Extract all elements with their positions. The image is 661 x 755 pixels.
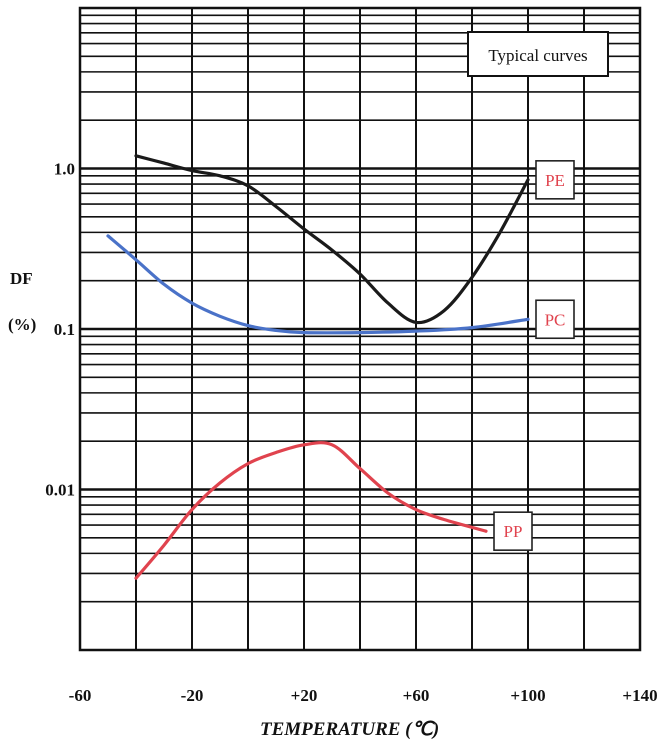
x-tick-label: +60: [403, 686, 430, 705]
legend-box: Typical curves: [467, 31, 609, 77]
series-label-pc: PC: [535, 299, 575, 340]
x-tick-label: -60: [69, 686, 92, 705]
x-tick-label: +140: [622, 686, 657, 705]
y-tick-label: 1.0: [54, 160, 75, 179]
x-tick-label: +20: [291, 686, 318, 705]
series-line-pe: [134, 154, 530, 325]
y-tick-label: 0.01: [45, 481, 75, 500]
series-label-pp: PP: [493, 511, 533, 551]
series-line-pc: [106, 234, 530, 335]
x-tick-label: +100: [510, 686, 545, 705]
series-line-pp: [134, 441, 488, 580]
series-label-pe: PE: [535, 160, 575, 200]
series-label-text: PC: [545, 310, 566, 329]
label-layer: -60 -20 +20 +60 +100 +140 0.01 0.1 1.0 PE PC PP: [45, 160, 657, 706]
series-label-text: PE: [545, 171, 565, 190]
x-axis-title: TEMPERATURE (℃): [260, 719, 439, 740]
series-label-box: [493, 511, 533, 551]
series-label-box: [535, 160, 575, 200]
series-layer: [106, 154, 530, 580]
series-label-box: [535, 299, 575, 340]
y-tick-label: 0.1: [54, 320, 75, 339]
plot-frame: [78, 6, 642, 652]
x-tick-label: -20: [181, 686, 204, 705]
y-axis-unit: (%): [8, 315, 36, 334]
legend-text: Typical curves: [488, 46, 587, 65]
series-label-text: PP: [504, 522, 523, 541]
y-axis-title: DF: [10, 269, 33, 288]
